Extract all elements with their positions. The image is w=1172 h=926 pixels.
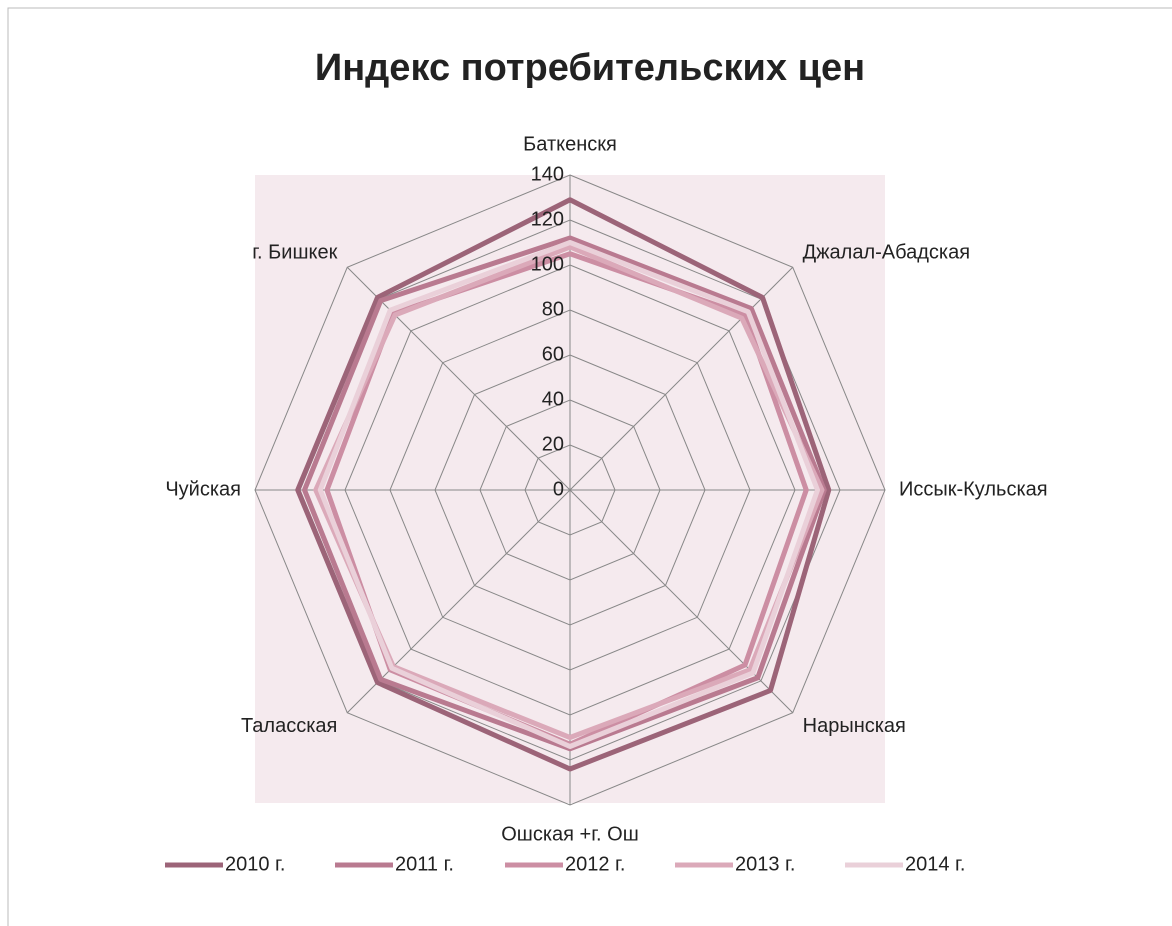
legend-label: 2011 г. — [395, 853, 454, 875]
legend-label: 2013 г. — [735, 853, 795, 875]
spoke — [569, 489, 794, 714]
spoke — [569, 266, 794, 491]
chart-frame — [7, 7, 1172, 926]
series-line — [313, 244, 825, 740]
legend-label: 2010 г. — [225, 853, 285, 875]
y-tick-label: 40 — [542, 388, 564, 410]
y-tick-label: 0 — [553, 478, 564, 500]
chart-title: Индекс потребительских цен — [315, 47, 865, 89]
series-line — [295, 197, 832, 772]
y-tick-label: 20 — [542, 433, 564, 455]
y-tick-label: 60 — [542, 343, 564, 365]
spoke — [346, 266, 571, 491]
category-label: Баткенскя — [523, 133, 617, 155]
category-label: Таласская — [241, 715, 337, 737]
legend-label: 2014 г. — [905, 853, 965, 875]
y-tick-label: 120 — [531, 208, 564, 230]
y-tick-label: 80 — [542, 298, 564, 320]
spoke — [346, 489, 571, 714]
category-label: Джалал-Абадская — [803, 241, 970, 263]
y-tick-label: 100 — [531, 253, 564, 275]
category-label: Ошская +г. Ош — [501, 823, 639, 845]
category-label: Чуйская — [165, 478, 241, 500]
category-label: Нарынская — [803, 715, 906, 737]
category-label: г. Бишкек — [252, 241, 337, 263]
legend-label: 2012 г. — [565, 853, 625, 875]
category-label: Иссык-Кульская — [899, 478, 1048, 500]
series-line — [317, 240, 820, 749]
y-tick-label: 140 — [531, 163, 564, 185]
